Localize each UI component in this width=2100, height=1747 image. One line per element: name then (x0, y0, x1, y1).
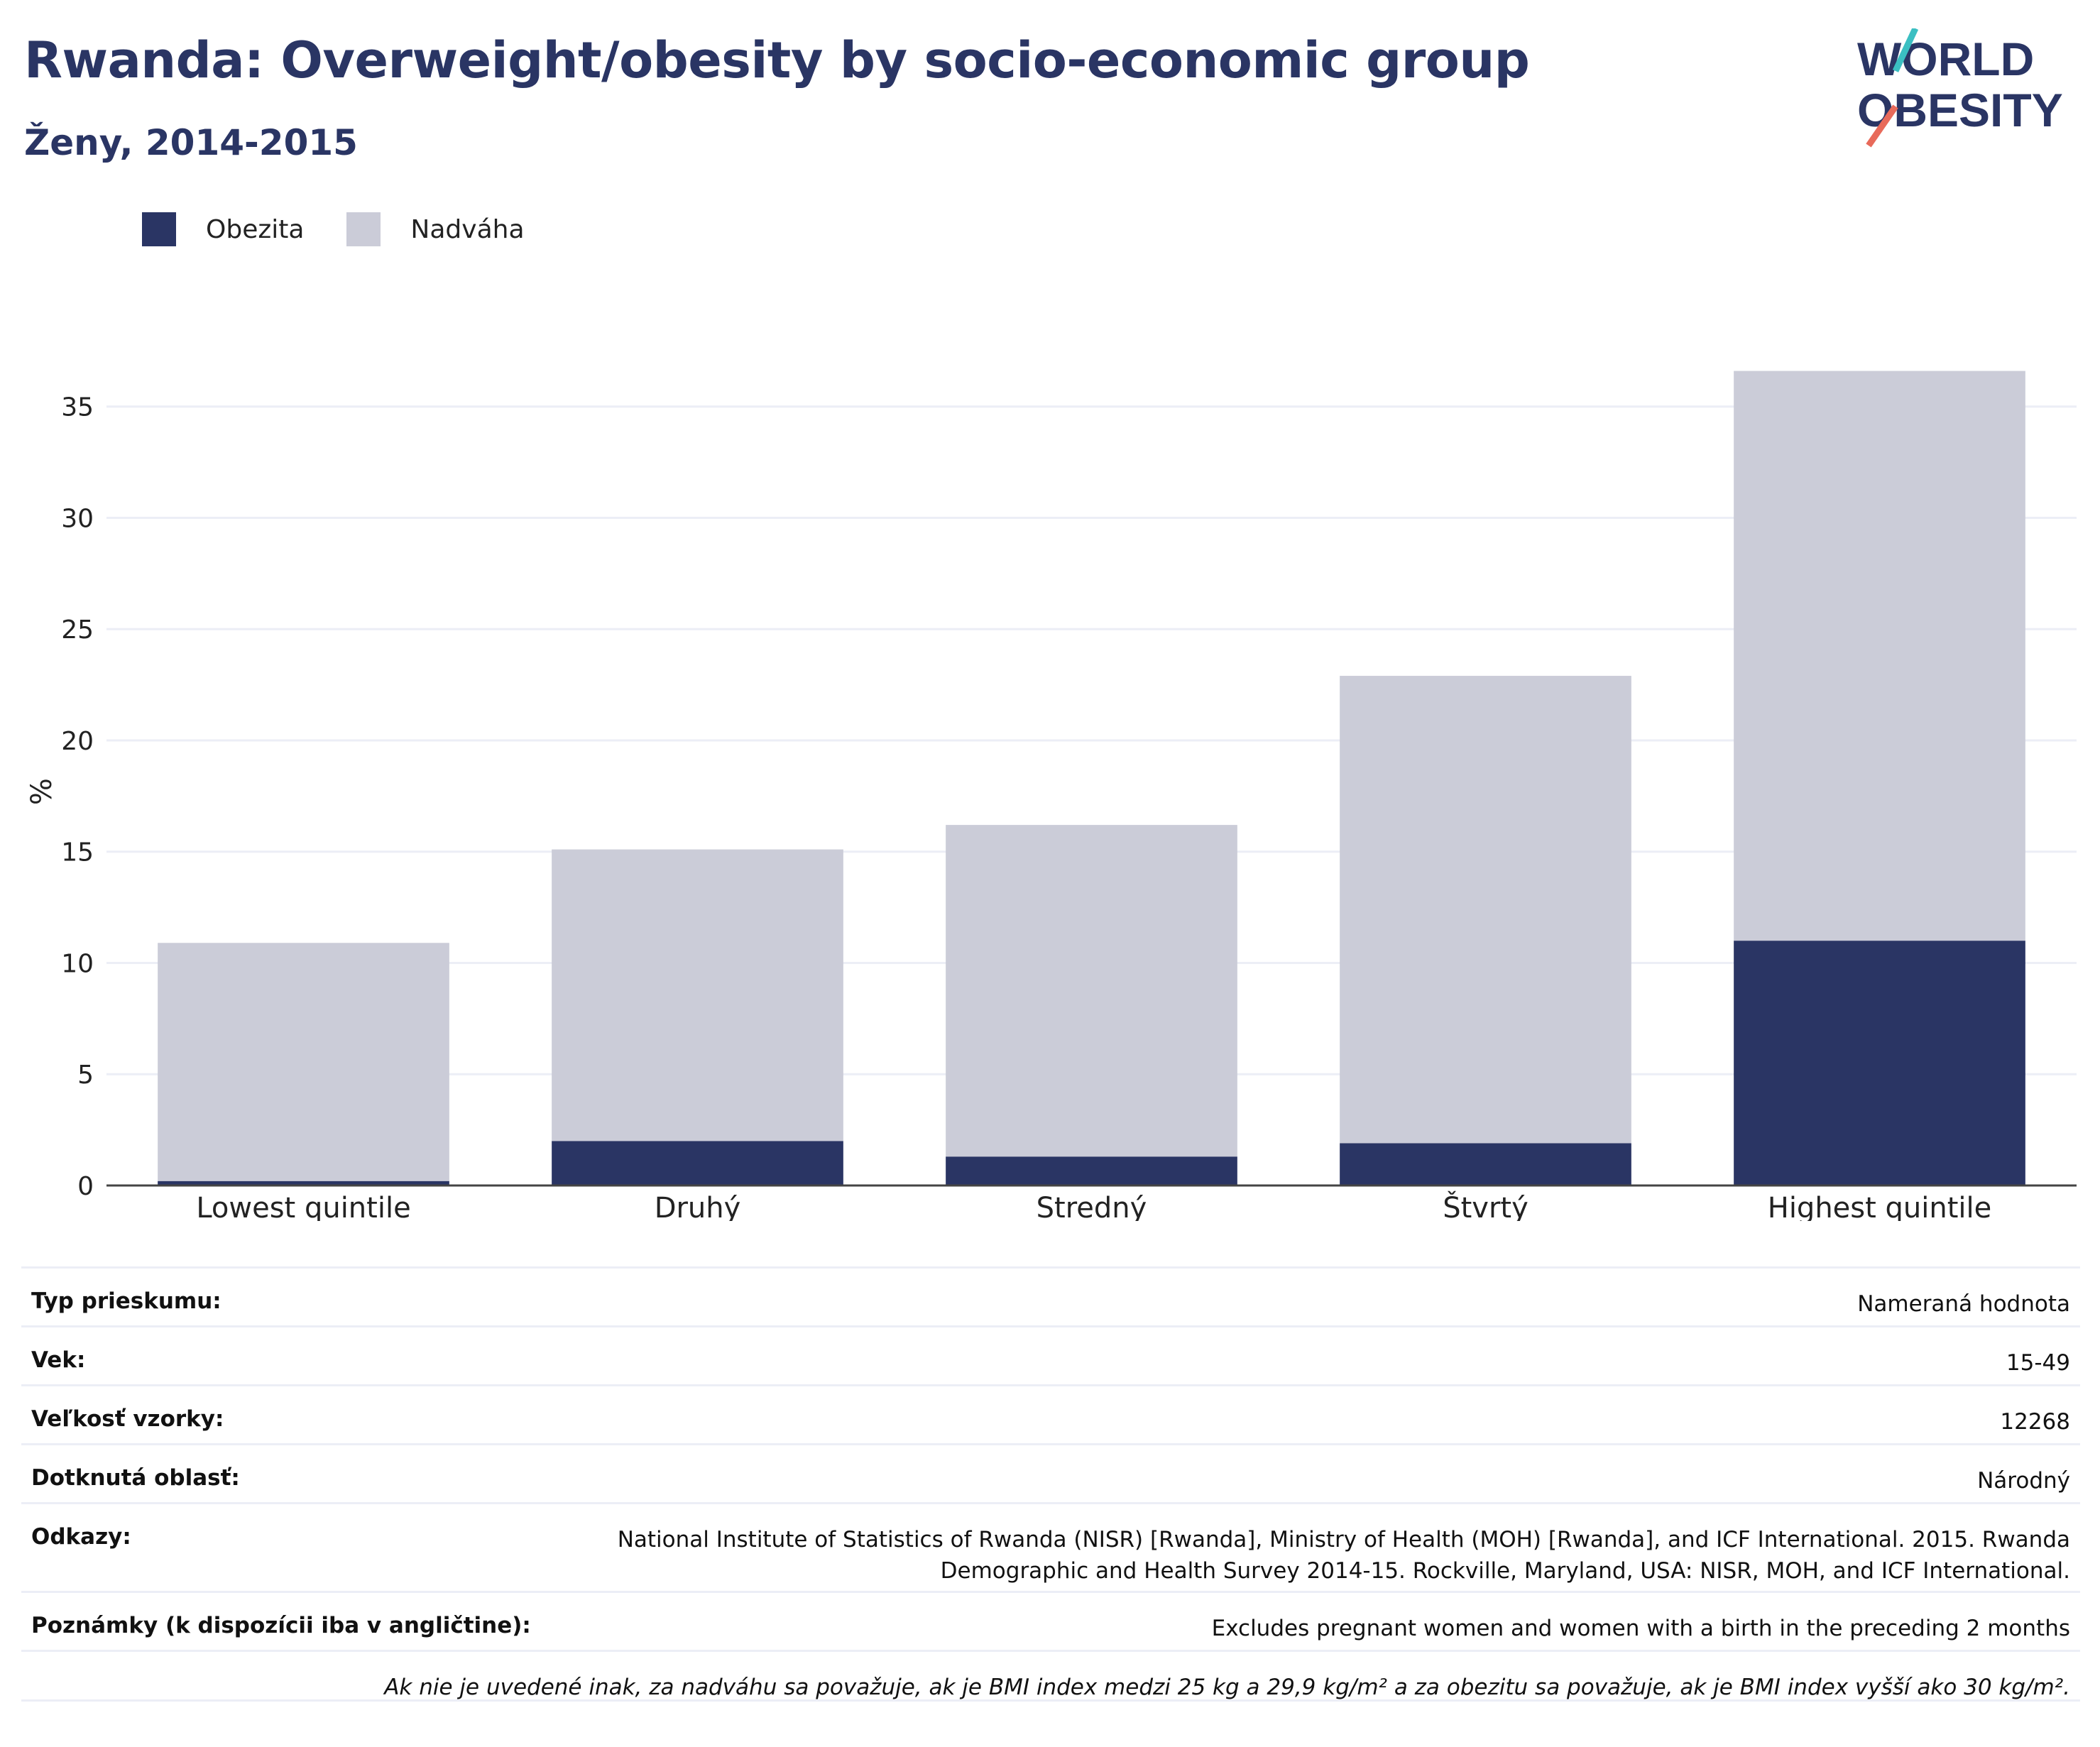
y-tick-label-5: 5 (77, 1061, 94, 1090)
sample-size-value: 12268 (2000, 1409, 2070, 1435)
references-value: National Institute of Statistics of Rwan… (618, 1524, 2070, 1587)
info-row-area: Dotknutá oblasť: Národný (21, 1443, 2080, 1502)
age-value: 15-49 (2006, 1350, 2070, 1376)
logo-slash-coral (1866, 104, 1898, 148)
info-row-references: Odkazy: National Institute of Statistics… (21, 1502, 2080, 1591)
y-tick-label-20: 20 (61, 727, 94, 756)
references-line1: National Institute of Statistics of Rwan… (617, 1527, 2070, 1552)
info-row-sample-size: Veľkosť vzorky: 12268 (21, 1384, 2080, 1443)
bar-overweight-3 (1340, 676, 1631, 1144)
footnote: Ak nie je uvedené inak, za nadváhu sa po… (384, 1675, 2070, 1700)
info-row-footnote: Ak nie je uvedené inak, za nadváhu sa po… (21, 1650, 2080, 1700)
notes-label: Poznámky (k dispozícii iba v angličtine)… (31, 1613, 531, 1638)
chart-title: Rwanda: Overweight/obesity by socio-econ… (24, 31, 1530, 89)
legend-item-obesity[interactable]: Obezita (142, 212, 304, 246)
info-table: Typ prieskumu: Nameraná hodnota Vek: 15-… (21, 1266, 2080, 1702)
logo-slash-teal (1892, 28, 1919, 72)
legend: Obezita Nadváha (142, 210, 567, 248)
world-obesity-logo: WORLD OBESITY (1857, 28, 2063, 148)
sample-size-label: Veľkosť vzorky: (31, 1406, 224, 1432)
table-bottom-divider (21, 1699, 2080, 1702)
x-tick-label-2: Stredný (1037, 1192, 1147, 1221)
bar-obesity-2 (946, 1156, 1237, 1185)
legend-label-obesity: Obezita (206, 214, 305, 244)
bar-overweight-2 (946, 825, 1237, 1157)
logo-line1: WORLD (1857, 33, 2034, 85)
survey-type-value: Nameraná hodnota (1857, 1291, 2070, 1317)
legend-label-overweight: Nadváha (410, 214, 525, 244)
y-axis-label: % (26, 778, 58, 805)
notes-value: Excludes pregnant women and women with a… (1211, 1616, 2070, 1641)
info-row-age: Vek: 15-49 (21, 1325, 2080, 1384)
legend-swatch-obesity (142, 212, 176, 246)
bar-overweight-4 (1734, 371, 2025, 941)
y-tick-label-35: 35 (61, 393, 94, 422)
age-label: Vek: (31, 1347, 86, 1373)
references-line2: Demographic and Health Survey 2014-15. R… (940, 1558, 2070, 1584)
info-row-notes: Poznámky (k dispozícii iba v angličtine)… (21, 1591, 2080, 1650)
y-tick-label-15: 15 (61, 838, 94, 867)
area-label: Dotknutá oblasť: (31, 1465, 240, 1491)
x-tick-label-3: Štvrtý (1443, 1190, 1528, 1221)
survey-type-label: Typ prieskumu: (31, 1288, 222, 1314)
area-value: Národný (1977, 1468, 2070, 1494)
y-tick-label-0: 0 (77, 1172, 94, 1201)
logo-line2: OBESITY (1857, 84, 2063, 136)
y-tick-label-30: 30 (61, 504, 94, 533)
bar-obesity-1 (552, 1141, 843, 1185)
y-tick-label-25: 25 (61, 615, 94, 645)
chart-subtitle: Ženy, 2014-2015 (24, 122, 358, 163)
x-tick-label-4: Highest quintile (1768, 1192, 1992, 1221)
legend-swatch-overweight (346, 212, 381, 246)
x-tick-label-0: Lowest quintile (196, 1192, 410, 1221)
bar-obesity-0 (158, 1181, 449, 1185)
legend-item-overweight[interactable]: Nadváha (346, 212, 525, 246)
bar-chart: 0 5 10 15 20 25 30 35% Lowest quintile Druhý Stred… (26, 371, 2077, 1221)
bar-obesity-4 (1734, 941, 2025, 1185)
bar-obesity-3 (1340, 1143, 1631, 1185)
bar-overweight-1 (552, 849, 843, 1141)
y-tick-label-10: 10 (61, 949, 94, 978)
bar-overweight-0 (158, 943, 449, 1181)
info-row-survey-type: Typ prieskumu: Nameraná hodnota (21, 1266, 2080, 1325)
references-label: Odkazy: (31, 1524, 131, 1550)
x-tick-label-1: Druhý (655, 1192, 741, 1221)
